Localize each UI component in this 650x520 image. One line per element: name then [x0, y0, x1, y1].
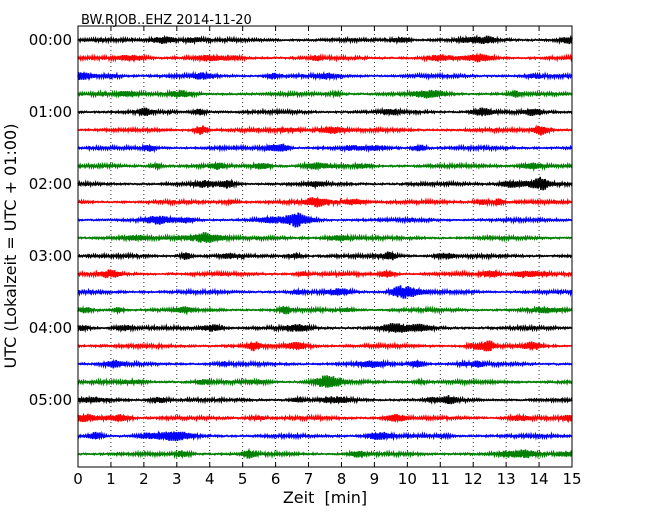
trace-20	[77, 395, 573, 406]
x-tick-label-7: 7	[304, 470, 314, 488]
x-tick-label-10: 10	[398, 470, 417, 488]
y-tick-label-3: 03:00	[29, 247, 72, 265]
x-tick-label-3: 3	[172, 470, 182, 488]
trace-6	[77, 142, 573, 154]
chart-title: BW.RJOB..EHZ 2014-11-20	[81, 13, 252, 28]
plot-frame	[77, 25, 573, 468]
x-ticks: 0 1 2 3 4 5 6 7 8 9 10 11 12 13 14 15	[73, 26, 582, 488]
grid-lines	[110, 26, 540, 467]
trace-9	[77, 196, 573, 208]
y-tick-label-0: 00:00	[29, 31, 72, 49]
trace-4	[77, 106, 573, 118]
trace-7	[77, 160, 573, 172]
x-tick-label-2: 2	[139, 470, 149, 488]
trace-17	[77, 340, 573, 352]
trace-14	[77, 285, 573, 299]
y-axis-label: UTC (Lokalzeit = UTC + 01:00)	[1, 124, 20, 369]
trace-10	[77, 212, 573, 228]
x-tick-label-0: 0	[73, 470, 83, 488]
y-ticks: 00:00 01:00 02:00 03:00 04:00 05:00	[29, 31, 572, 409]
x-tick-label-8: 8	[337, 470, 347, 488]
trace-12	[77, 250, 573, 262]
trace-3	[77, 89, 573, 99]
trace-15	[77, 305, 573, 316]
trace-5	[77, 124, 573, 136]
trace-19	[77, 375, 573, 388]
trace-11	[77, 232, 573, 243]
trace-23	[77, 447, 573, 460]
x-tick-label-1: 1	[106, 470, 116, 488]
y-tick-label-2: 02:00	[29, 175, 72, 193]
x-tick-label-12: 12	[464, 470, 483, 488]
traces	[77, 34, 573, 460]
plot-background	[78, 26, 572, 467]
x-tick-label-6: 6	[271, 470, 281, 488]
trace-21	[77, 412, 573, 424]
trace-0	[77, 34, 573, 46]
x-tick-label-14: 14	[530, 470, 549, 488]
x-tick-label-4: 4	[205, 470, 215, 488]
x-tick-label-5: 5	[238, 470, 248, 488]
trace-8	[77, 176, 573, 191]
trace-16	[77, 322, 573, 334]
trace-1	[77, 52, 573, 63]
x-tick-label-15: 15	[562, 470, 581, 488]
x-tick-label-9: 9	[370, 470, 380, 488]
y-tick-label-1: 01:00	[29, 103, 72, 121]
trace-13	[77, 268, 573, 280]
x-tick-label-11: 11	[431, 470, 450, 488]
trace-18	[77, 358, 573, 370]
trace-22	[77, 430, 573, 442]
y-tick-label-5: 05:00	[29, 391, 72, 409]
y-tick-label-4: 04:00	[29, 319, 72, 337]
trace-2	[77, 70, 573, 82]
x-tick-label-13: 13	[497, 470, 516, 488]
x-axis-label: Zeit [min]	[283, 488, 367, 507]
